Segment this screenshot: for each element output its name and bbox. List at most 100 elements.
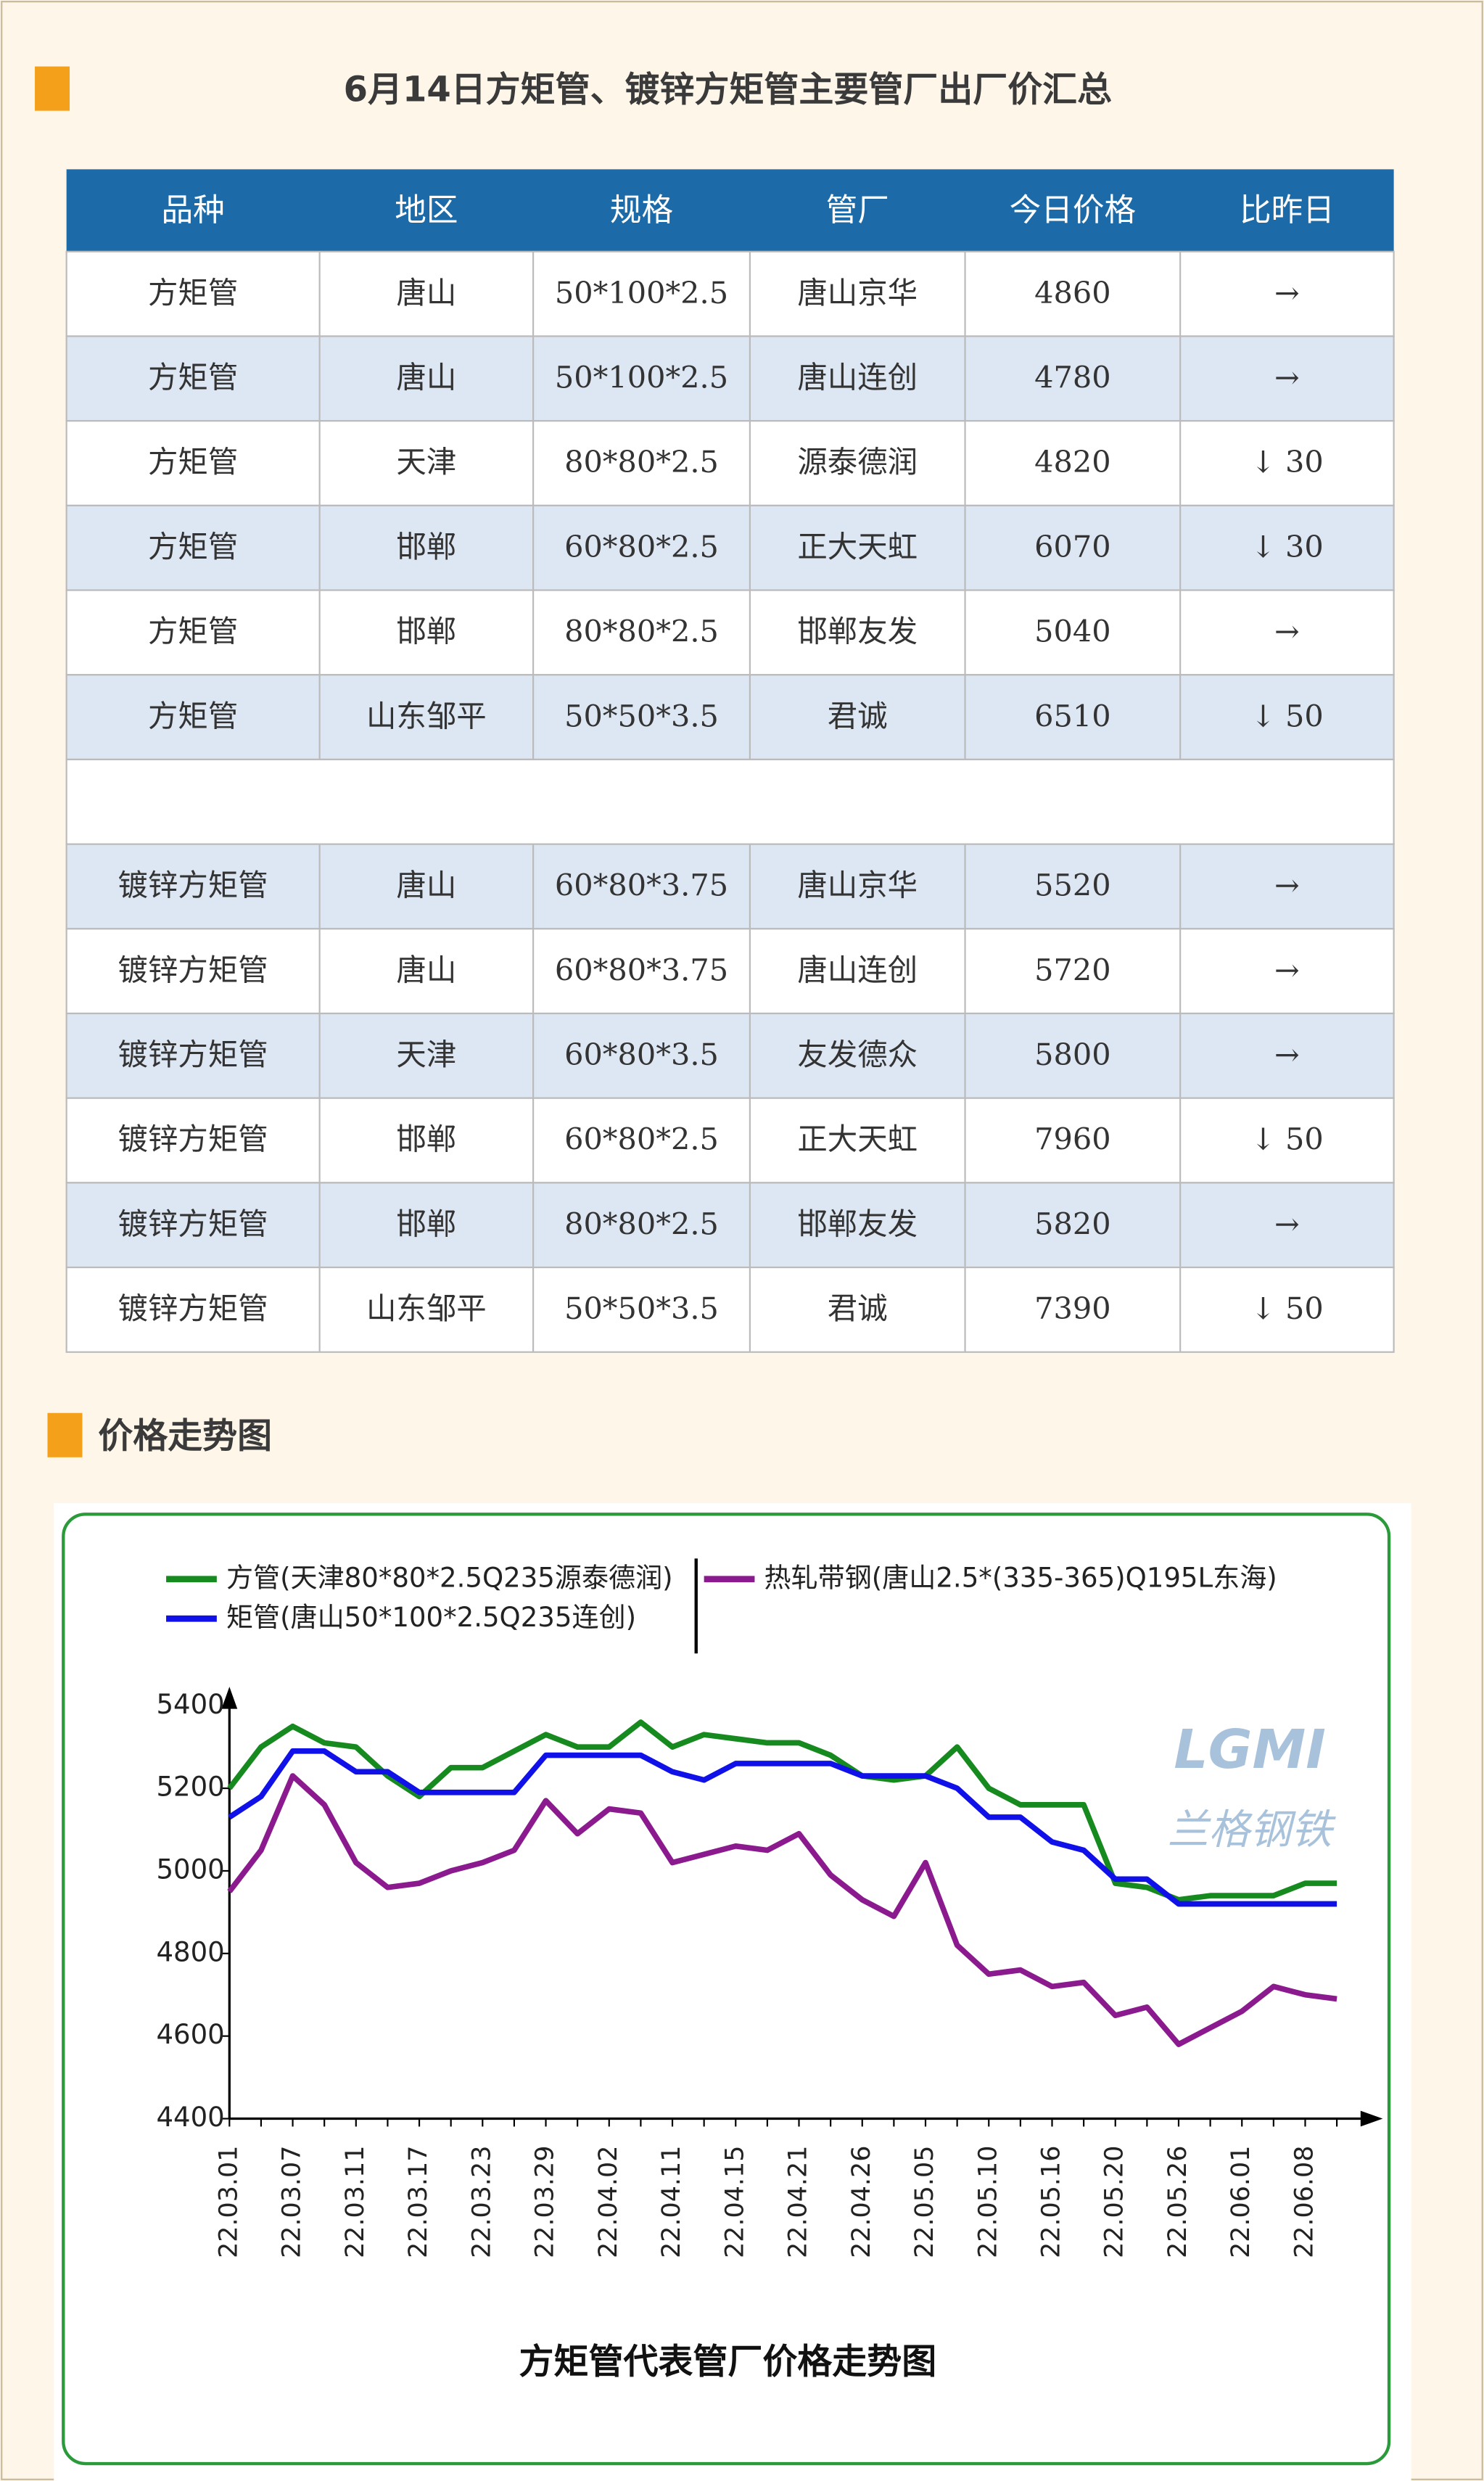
table-cell: 50*100*2.5 [555,361,728,395]
table-cell: 正大天虹 [797,530,918,564]
table-cell: 50*50*3.5 [564,1291,719,1326]
table-cell: 80*80*2.5 [564,445,719,480]
x-tick-label: 22.05.20 [1100,2146,1129,2258]
table-cell: 镀锌方矩管 [118,1206,268,1241]
y-tick-label: 4800 [156,1936,224,1967]
table-cell: 邯郸 [396,614,456,649]
y-tick-label: 5200 [156,1772,224,1803]
legend-label: 矩管(唐山50*100*2.5Q235连创) [226,1602,636,1633]
x-tick-label: 22.05.26 [1163,2146,1192,2258]
table-cell: 镀锌方矩管 [118,953,268,987]
table-row [65,504,1395,591]
column-header: 比昨日 [1240,192,1335,229]
change-cell: ↓ 50 [1250,699,1324,733]
table-cell: 5720 [1034,953,1110,987]
table-cell: 5820 [1034,1206,1110,1241]
table-cell: 镀锌方矩管 [118,1291,268,1326]
table-cell: 6510 [1034,699,1110,733]
table-cell: 山东邹平 [366,699,487,733]
table-cell: 镀锌方矩管 [118,1122,268,1157]
table-cell: 方矩管 [148,530,238,564]
change-cell: → [1274,868,1300,903]
table-row [65,250,1395,337]
x-axis-arrow [1360,2110,1383,2127]
x-tick-label: 22.05.16 [1037,2146,1066,2258]
table-cell: 80*80*2.5 [564,614,719,649]
table-cell: 60*80*3.5 [564,1037,719,1072]
x-tick-label: 22.05.05 [910,2146,939,2258]
table-cell: 4780 [1034,361,1110,395]
table-row [65,928,1395,1015]
x-tick-label: 22.04.15 [720,2146,749,2258]
x-tick-label: 22.03.23 [467,2146,496,2258]
table-row [65,674,1395,761]
section-marker [47,1412,83,1457]
table-cell: 方矩管 [148,445,238,480]
change-cell: ↓ 50 [1250,1291,1324,1326]
y-axis-arrow [221,1687,238,1709]
table-cell: 天津 [396,1037,456,1072]
table-cell: 50*50*3.5 [564,699,719,733]
table-row [65,335,1395,422]
x-tick-label: 22.03.01 [214,2146,243,2258]
watermark: LGMI [1174,1719,1325,1781]
change-cell: → [1274,361,1300,395]
column-header: 管厂 [826,192,889,229]
title-marker [35,66,70,111]
table-cell: 5040 [1034,614,1110,649]
table-cell: 镀锌方矩管 [118,1037,268,1072]
table-row [65,1266,1395,1353]
x-tick-label: 22.03.07 [278,2146,307,2258]
table-cell: 友发德众 [797,1037,918,1072]
table-cell: 唐山 [396,361,456,395]
y-tick-label: 4600 [156,2019,224,2050]
table-cell: 君诚 [828,1291,888,1326]
x-tick-label: 22.06.08 [1290,2146,1319,2258]
table-cell: 唐山连创 [797,361,918,395]
x-tick-label: 22.05.10 [973,2146,1002,2258]
table-cell: 5800 [1034,1037,1110,1072]
table-cell: 4860 [1034,276,1110,310]
x-tick-label: 22.04.02 [594,2146,623,2258]
table-cell: 天津 [396,445,456,480]
table-cell: 60*80*2.5 [564,1122,719,1157]
legend-label: 方管(天津80*80*2.5Q235源泰德润) [226,1562,673,1593]
table-row [65,1182,1395,1269]
table-cell: 80*80*2.5 [564,1206,719,1241]
table-cell: 5520 [1034,868,1110,903]
line-series [227,1773,1337,2047]
table-cell: 邯郸 [396,530,456,564]
column-header: 今日价格 [1010,192,1136,229]
column-header: 品种 [162,192,225,229]
table-cell: 唐山 [396,276,456,310]
legend-label: 热轧带钢(唐山2.5*(335-365)Q195L东海) [764,1562,1277,1593]
change-cell: ↓ 30 [1250,445,1324,480]
x-tick-label: 22.03.11 [341,2146,370,2258]
line-series [227,1719,1337,1903]
table-cell: 方矩管 [148,699,238,733]
table-cell: 60*80*2.5 [564,530,719,564]
change-cell: → [1274,953,1300,987]
x-tick-label: 22.03.29 [531,2146,560,2258]
table-cell: 唐山京华 [797,276,918,310]
table-row [65,843,1395,930]
x-tick-label: 22.03.17 [404,2146,433,2258]
x-tick-label: 22.04.26 [847,2146,876,2258]
table-cell: 4820 [1034,445,1110,480]
y-tick-label: 5400 [156,1689,224,1720]
page-title: 6月14日方矩管、镀锌方矩管主要管厂出厂价汇总 [344,70,1113,110]
table-cell: 60*80*3.75 [555,868,728,903]
table-row [65,1097,1395,1184]
change-cell: ↓ 30 [1250,530,1324,564]
table-cell: 方矩管 [148,276,238,310]
table-cell: 镀锌方矩管 [118,868,268,903]
section-title: 价格走势图 [98,1416,272,1457]
y-tick-label: 5000 [156,1853,224,1885]
watermark-sub: 兰格钢铁 [1168,1806,1337,1853]
table-cell: 君诚 [828,699,888,733]
table-cell: 唐山 [396,953,456,987]
column-header: 规格 [610,192,673,229]
table-cell: 60*80*3.75 [555,953,728,987]
change-cell: ↓ 50 [1250,1122,1324,1157]
